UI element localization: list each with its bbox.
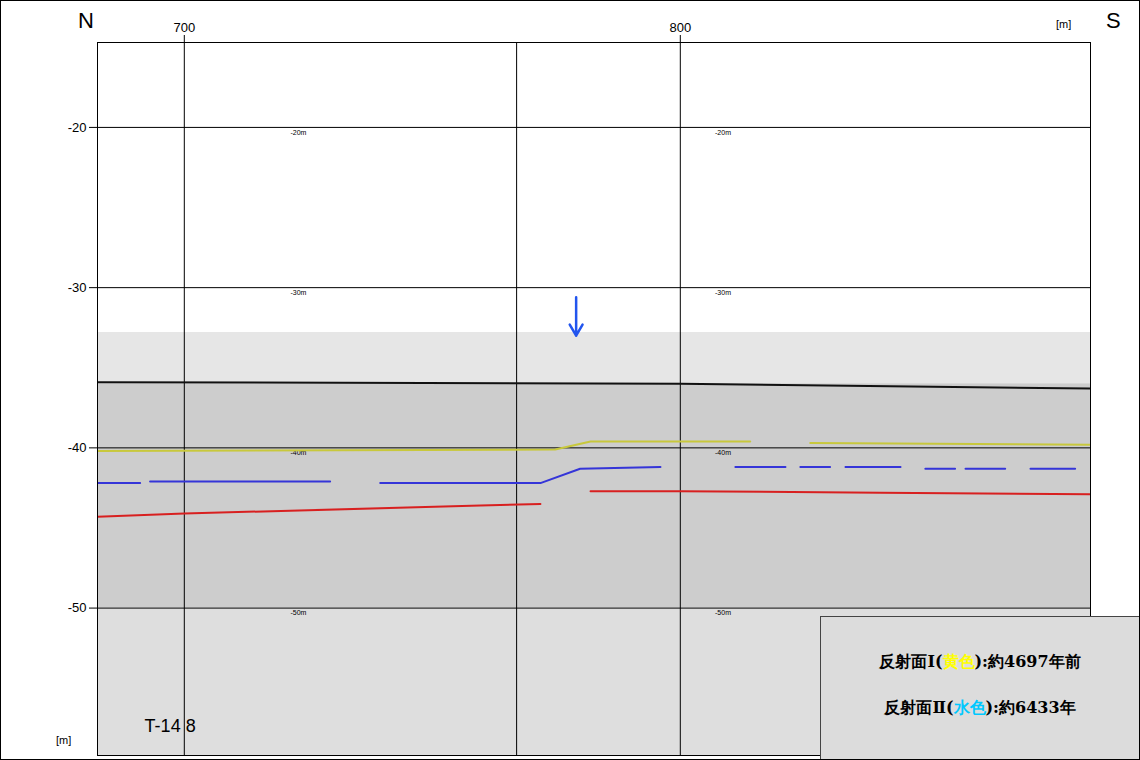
svg-text:-20: -20: [68, 120, 87, 135]
svg-text:-30m: -30m: [290, 289, 306, 296]
html-text:S: S: [1106, 8, 1121, 33]
svg-text:-50m: -50m: [290, 609, 306, 616]
svg-text:-40m: -40m: [715, 449, 731, 456]
svg-text:700: 700: [173, 20, 195, 35]
svg-text:-20m: -20m: [290, 129, 306, 136]
html-text:[m]: [m]: [1056, 18, 1072, 30]
svg-text:-20m: -20m: [715, 129, 731, 136]
svg-text:-30m: -30m: [715, 289, 731, 296]
svg-text:-30: -30: [68, 280, 87, 295]
svg-text:T-14 8: T-14 8: [145, 716, 196, 736]
svg-text:-40m: -40m: [290, 449, 307, 457]
svg-text:-50: -50: [68, 600, 87, 615]
svg-text:800: 800: [669, 20, 691, 35]
html-text:反射面Ⅰ(黄色):約4697年前: 反射面Ⅰ(黄色):約4697年前: [879, 652, 1081, 671]
html-text:[m]: [m]: [56, 734, 72, 746]
html-text:反射面Ⅱ(水色):約6433年: 反射面Ⅱ(水色):約6433年: [884, 698, 1076, 717]
html-text:N: N: [78, 8, 94, 33]
svg-text:-50m: -50m: [715, 609, 731, 616]
svg-text:-40: -40: [68, 440, 87, 455]
